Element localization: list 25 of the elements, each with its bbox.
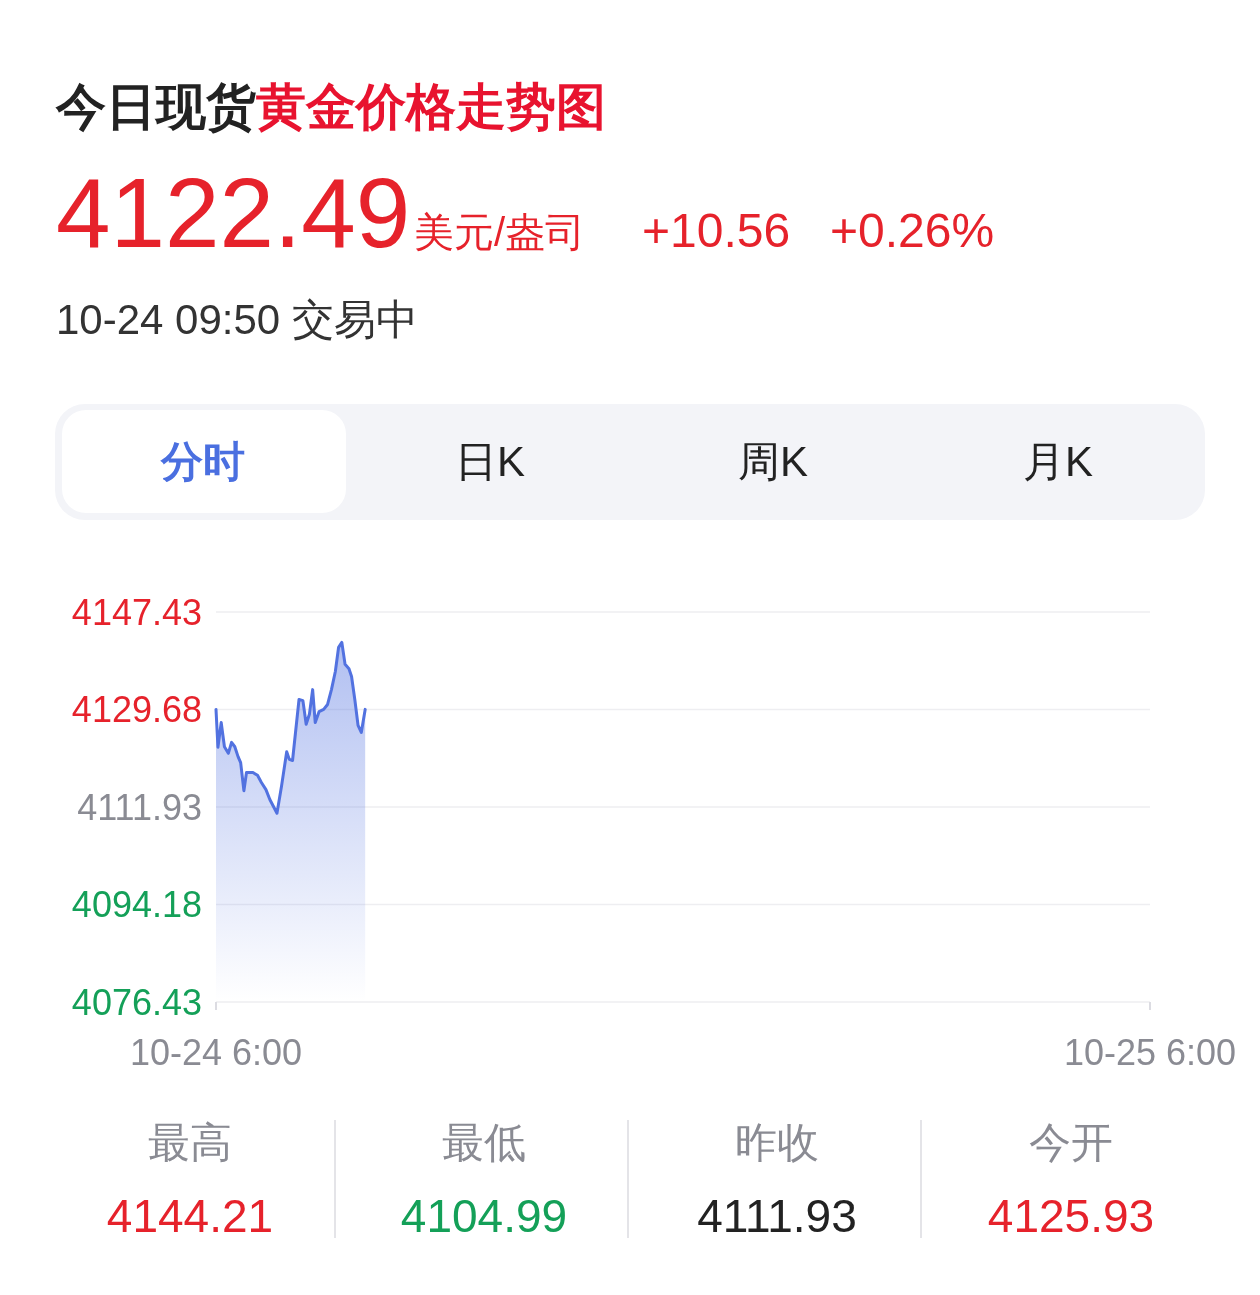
y-tick-label: 4094.18 (71, 884, 202, 925)
text: 今开 (1029, 1119, 1113, 1166)
text: 最高 (148, 1119, 232, 1166)
text: 4125.93 (987, 1190, 1155, 1242)
text: 月K (1022, 438, 1094, 485)
y-tick-label: 4129.68 (71, 689, 202, 730)
text: 日K (454, 438, 526, 485)
text: 4111.93 (697, 1190, 857, 1242)
text: +0.26% (830, 204, 995, 257)
text: 4122.49 (56, 158, 411, 268)
text: 最低 (442, 1119, 526, 1166)
text: 昨收 (735, 1119, 819, 1166)
text: 10-24 09:50 交易中 (56, 296, 418, 343)
text: 4144.21 (106, 1190, 274, 1242)
y-tick-label: 4076.43 (71, 981, 202, 1023)
text: 分时 (160, 438, 245, 485)
text: 美元/盎司 (414, 210, 586, 254)
text: +10.56 (642, 204, 791, 257)
text: 4104.99 (400, 1190, 568, 1242)
x-tick-label: 10-24 6:00 (129, 1031, 303, 1073)
text: 周K (737, 438, 809, 485)
x-tick-label: 10-25 6:00 (1063, 1031, 1237, 1073)
chart-title: 今日现货黄金价格走势图 (55, 79, 606, 135)
y-tick-label: 4147.43 (71, 591, 202, 633)
y-tick-label: 4111.93 (77, 786, 202, 828)
